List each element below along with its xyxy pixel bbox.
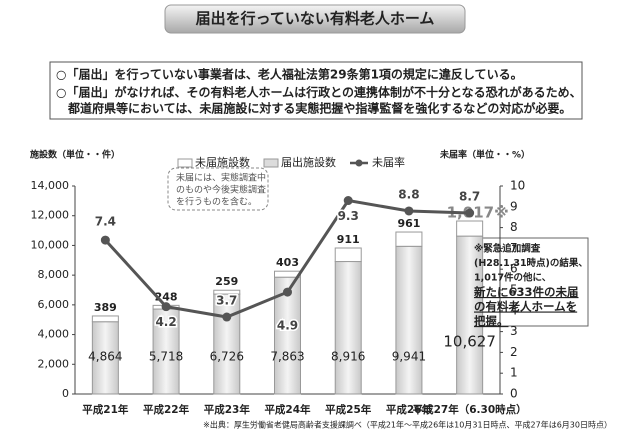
callout-box — [467, 237, 589, 327]
value-label: 403 — [276, 256, 299, 269]
note: のものや今後実態調査 — [176, 184, 266, 196]
bar — [334, 261, 362, 395]
line-marker — [465, 208, 475, 218]
y-tick-label: 8,000 — [38, 268, 70, 281]
value-label: 259 — [215, 275, 238, 288]
value-label: 4.2 — [155, 315, 176, 329]
legend-marker — [355, 159, 363, 167]
y2-tick-label: 9 — [510, 199, 518, 213]
y2-tick-label: 7 — [510, 241, 518, 255]
bar — [456, 235, 484, 395]
bar — [213, 293, 241, 395]
x-tick-label: 平成27年（6.30時点） — [413, 403, 527, 416]
value-label: 9.3 — [338, 209, 359, 223]
legend-swatch — [263, 158, 279, 168]
x-tick-label: 平成22年 — [143, 403, 190, 416]
value-label: 389 — [94, 301, 117, 314]
line-marker — [283, 287, 292, 297]
bar — [213, 289, 241, 295]
y-tick-label: 14,000 — [31, 179, 70, 192]
callout-text: (H28.1.31時点)の結果、 — [474, 257, 588, 269]
bar — [395, 245, 423, 395]
value-label: 1,017※ — [447, 204, 509, 222]
y2-tick-label: 8 — [510, 220, 518, 234]
callout-text: 把握。 — [474, 314, 509, 328]
x-tick-label: 平成25年 — [325, 403, 372, 416]
y-axis-title: 施設数（単位・・件） — [30, 149, 120, 161]
y2-tick-label: 10 — [510, 179, 525, 193]
line-marker — [161, 302, 171, 312]
value-label: 911 — [337, 233, 360, 246]
callout-text: 1,017件の他に、 — [474, 272, 551, 284]
y2-tick-label: 2 — [510, 345, 518, 359]
y2-axis-title: 未届率（単位・・%） — [439, 149, 530, 161]
bar — [91, 321, 119, 395]
value-label: 10,627 — [443, 333, 496, 351]
bullet: 都道府県等においては、未届施設に対する実態把握や指導監督を強化するなどの対応が必… — [67, 101, 571, 116]
bar — [152, 308, 180, 395]
y-tick-label: 12,000 — [31, 209, 70, 222]
value-label: 8.7 — [459, 190, 480, 204]
bar — [334, 247, 362, 263]
value-label: 3.7 — [216, 294, 237, 308]
bullet-box — [49, 61, 583, 120]
note-box — [167, 167, 269, 211]
callout-text: の有料老人ホームを — [474, 300, 577, 314]
value-label: 4.9 — [277, 319, 298, 333]
value-label: 8.8 — [398, 187, 419, 201]
title-banner — [164, 4, 466, 34]
y-tick-label: 4,000 — [38, 328, 70, 341]
y2-tick-label: 3 — [510, 324, 518, 338]
value-label: 7,863 — [270, 350, 304, 364]
bullet: ○「届出」を行っていない事業者は、老人福祉法第29条第1項の規定に違反している。 — [56, 67, 523, 82]
y-tick-label: 0 — [62, 387, 69, 400]
value-label: 8,916 — [331, 350, 365, 364]
callout-text: 新たに633件の未届 — [474, 285, 579, 299]
note: 未届には、実態調査中 — [176, 172, 266, 184]
y-tick-label: 2,000 — [38, 357, 70, 370]
y-tick-label: 6,000 — [38, 298, 70, 311]
y-tick-label: 10,000 — [31, 238, 70, 251]
value-label: 6,726 — [210, 350, 244, 364]
y2-tick-label: 0 — [510, 387, 518, 401]
x-tick-label: 平成23年 — [204, 403, 251, 416]
title: 届出を行っていない有料老人ホーム — [196, 10, 435, 28]
y2-tick-label: 4 — [510, 303, 518, 317]
bullet: ○「届出」がなければ、その有料老人ホームは行政との連携体制が不十分となる恐れがあ… — [56, 85, 582, 100]
line-marker — [404, 206, 414, 216]
value-label: 9,941 — [392, 350, 426, 364]
value-label: 961 — [397, 217, 420, 230]
bar — [395, 231, 423, 247]
x-tick-label: 平成21年 — [82, 403, 129, 416]
bar — [456, 220, 484, 237]
line-marker — [343, 196, 353, 206]
line-marker — [222, 312, 232, 322]
bar — [91, 315, 119, 323]
value-label: 7.4 — [95, 215, 116, 229]
y2-tick-label: 5 — [510, 283, 518, 297]
callout-text: ※緊急追加調査 — [474, 243, 541, 255]
legend-label: 届出施設数 — [281, 155, 336, 169]
legend-label: 未届施設数 — [195, 155, 250, 169]
line-marker — [100, 235, 110, 245]
note: を行うものを含む。 — [176, 196, 257, 208]
x-tick-label: 平成26年 — [386, 403, 433, 416]
y2-tick-label: 6 — [510, 262, 518, 276]
legend-label: 未届率 — [372, 155, 405, 169]
source: ※出典：厚生労働省老健局高齢者支援課調べ（平成21年～平成26年は10月31日時… — [203, 420, 612, 430]
y2-tick-label: 1 — [510, 366, 518, 380]
value-label: 4,864 — [88, 350, 122, 364]
value-label: 5,718 — [149, 350, 183, 364]
x-tick-label: 平成24年 — [264, 403, 311, 416]
legend-swatch — [177, 158, 193, 168]
